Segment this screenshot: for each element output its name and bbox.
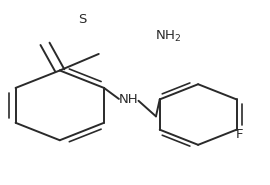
- Text: S: S: [78, 14, 87, 26]
- Text: NH$_2$: NH$_2$: [155, 29, 181, 44]
- Text: F: F: [236, 128, 243, 141]
- Text: NH: NH: [119, 93, 138, 106]
